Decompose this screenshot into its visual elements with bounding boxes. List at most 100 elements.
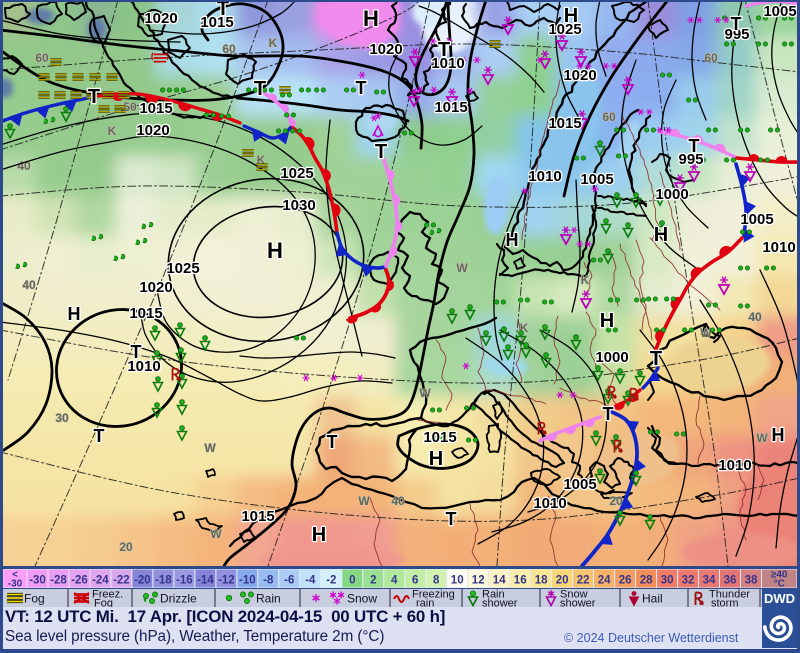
svg-text:1010: 1010	[533, 495, 566, 512]
svg-text:Hail: Hail	[642, 592, 663, 606]
svg-text:-6: -6	[284, 575, 294, 587]
svg-text:1010: 1010	[127, 358, 160, 375]
svg-text:1005: 1005	[563, 476, 596, 493]
svg-text:-2: -2	[326, 575, 336, 587]
svg-text:40: 40	[748, 310, 762, 324]
svg-text:T: T	[446, 509, 457, 529]
svg-text:T: T	[438, 39, 450, 61]
svg-text:T: T	[731, 14, 742, 34]
svg-text:-30: -30	[29, 575, 46, 587]
svg-text:Drizzle: Drizzle	[160, 592, 197, 606]
svg-text:-28: -28	[50, 575, 67, 587]
svg-text:1005: 1005	[740, 211, 773, 228]
svg-text:24: 24	[598, 575, 611, 587]
svg-text:1000: 1000	[655, 186, 688, 203]
svg-text:36: 36	[724, 575, 737, 587]
svg-text:1025: 1025	[548, 21, 581, 38]
svg-text:1015: 1015	[423, 429, 456, 446]
svg-text:H: H	[363, 6, 379, 31]
svg-text:≥40: ≥40	[771, 570, 788, 581]
svg-text:W: W	[210, 527, 222, 541]
svg-text:60: 60	[222, 42, 236, 56]
svg-text:1025: 1025	[280, 165, 313, 182]
svg-text:1005: 1005	[763, 3, 796, 20]
svg-text:50: 50	[123, 100, 137, 114]
svg-text:1020: 1020	[144, 10, 177, 27]
svg-text:K: K	[581, 273, 590, 287]
svg-text:18: 18	[535, 575, 548, 587]
svg-text:4: 4	[391, 575, 398, 587]
svg-text:38: 38	[745, 575, 758, 587]
svg-text:40: 40	[391, 494, 405, 508]
svg-text:995: 995	[724, 26, 749, 43]
svg-text:1015: 1015	[548, 115, 581, 132]
svg-text:14: 14	[493, 575, 506, 587]
svg-text:H: H	[506, 230, 519, 250]
svg-text:1015: 1015	[129, 305, 162, 322]
svg-text:H: H	[429, 448, 443, 470]
svg-text:T: T	[217, 2, 229, 20]
svg-text:10: 10	[451, 575, 464, 587]
svg-text:22: 22	[577, 575, 590, 587]
svg-text:W: W	[358, 494, 370, 508]
svg-text:8: 8	[433, 575, 440, 587]
svg-text:K: K	[108, 124, 117, 138]
svg-text:6: 6	[412, 575, 418, 587]
svg-text:-10: -10	[239, 575, 256, 587]
svg-text:H: H	[68, 304, 81, 324]
svg-text:32: 32	[682, 575, 695, 587]
svg-text:W: W	[456, 261, 468, 275]
svg-text:1020: 1020	[563, 67, 596, 84]
svg-text:Rain: Rain	[482, 589, 505, 601]
svg-text:H: H	[654, 224, 668, 246]
svg-text:T: T	[356, 78, 367, 98]
svg-text:H: H	[564, 5, 578, 27]
svg-text:-30: -30	[8, 579, 23, 589]
svg-text:12: 12	[472, 575, 485, 587]
svg-text:Fog: Fog	[94, 598, 113, 608]
svg-text:-8: -8	[263, 575, 274, 587]
svg-text:60: 60	[35, 51, 49, 65]
svg-text:2: 2	[370, 575, 376, 587]
svg-text:Rain: Rain	[256, 592, 281, 606]
svg-text:-20: -20	[134, 575, 151, 587]
svg-text:16: 16	[514, 575, 527, 587]
svg-text:K: K	[520, 321, 529, 335]
svg-text:1010: 1010	[718, 457, 751, 474]
svg-text:°C: °C	[774, 579, 785, 589]
svg-text:<: <	[12, 570, 18, 581]
svg-text:40: 40	[17, 159, 31, 173]
svg-text:H: H	[312, 524, 326, 546]
svg-text:1005: 1005	[580, 171, 613, 188]
svg-text:rain: rain	[416, 598, 434, 608]
svg-text:1010: 1010	[528, 168, 561, 185]
svg-text:995: 995	[678, 151, 703, 168]
svg-text:H: H	[267, 238, 283, 263]
svg-text:T: T	[689, 136, 700, 156]
svg-text:Freezing: Freezing	[412, 589, 455, 601]
svg-text:20: 20	[556, 575, 569, 587]
svg-text:1030: 1030	[282, 197, 315, 214]
svg-text:-14: -14	[197, 575, 214, 587]
svg-text:K: K	[269, 36, 278, 50]
svg-text:-4: -4	[305, 575, 316, 587]
svg-text:1015: 1015	[200, 14, 233, 31]
svg-text:1025: 1025	[166, 260, 199, 277]
svg-text:40: 40	[22, 278, 36, 292]
svg-text:-18: -18	[155, 575, 172, 587]
svg-text:1000: 1000	[595, 349, 628, 366]
svg-text:26: 26	[619, 575, 632, 587]
svg-text:Snow: Snow	[347, 592, 377, 606]
svg-text:storm: storm	[711, 598, 739, 608]
svg-text:1010: 1010	[431, 55, 464, 72]
svg-text:-26: -26	[71, 575, 88, 587]
svg-text:-22: -22	[113, 575, 130, 587]
svg-text:-16: -16	[176, 575, 193, 587]
svg-text:H: H	[600, 310, 614, 332]
svg-text:T: T	[650, 348, 662, 370]
svg-text:-24: -24	[92, 575, 109, 587]
svg-text:T: T	[131, 342, 142, 362]
svg-text:Snow: Snow	[560, 589, 588, 601]
svg-text:1020: 1020	[139, 279, 172, 296]
svg-text:W: W	[204, 441, 216, 455]
